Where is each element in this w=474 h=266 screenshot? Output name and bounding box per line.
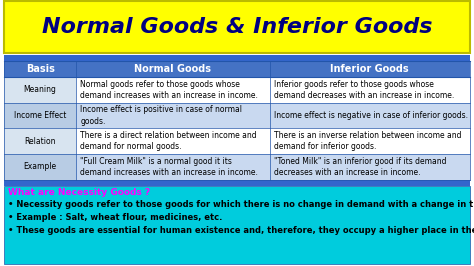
Text: Normal Goods: Normal Goods xyxy=(135,64,211,74)
FancyBboxPatch shape xyxy=(4,1,470,53)
Text: Meaning: Meaning xyxy=(24,85,56,94)
FancyBboxPatch shape xyxy=(4,154,76,180)
Text: Inferior Goods: Inferior Goods xyxy=(330,64,409,74)
FancyBboxPatch shape xyxy=(4,77,470,103)
FancyBboxPatch shape xyxy=(4,180,470,185)
Text: Basis: Basis xyxy=(26,64,55,74)
Text: What are Necessity Goods ?: What are Necessity Goods ? xyxy=(8,188,150,197)
Text: There is an inverse relation between income and
demand for inferior goods.: There is an inverse relation between inc… xyxy=(273,131,461,151)
Text: There is a direct relation between income and
demand for normal goods.: There is a direct relation between incom… xyxy=(80,131,257,151)
FancyBboxPatch shape xyxy=(4,128,76,154)
FancyBboxPatch shape xyxy=(4,103,76,128)
Text: Income effect is positive in case of normal
goods.: Income effect is positive in case of nor… xyxy=(80,105,242,126)
FancyBboxPatch shape xyxy=(4,128,470,154)
Text: "Full Cream Milk" is a normal good it its
demand increases with an increase in i: "Full Cream Milk" is a normal good it it… xyxy=(80,156,258,177)
FancyBboxPatch shape xyxy=(4,185,470,264)
Text: Relation: Relation xyxy=(24,137,56,146)
Text: • Necessity goods refer to those goods for which there is no change in demand wi: • Necessity goods refer to those goods f… xyxy=(8,200,474,209)
Text: • These goods are essential for human existence and, therefore, they occupy a hi: • These goods are essential for human ex… xyxy=(8,226,474,235)
FancyBboxPatch shape xyxy=(4,55,470,61)
Text: Normal goods refer to those goods whose
demand increases with an increase in inc: Normal goods refer to those goods whose … xyxy=(80,80,258,100)
FancyBboxPatch shape xyxy=(4,77,76,103)
FancyBboxPatch shape xyxy=(4,61,470,77)
Text: "Toned Milk" is an inferior good if its demand
decreases with an increase in inc: "Toned Milk" is an inferior good if its … xyxy=(273,156,446,177)
Text: Income Effect: Income Effect xyxy=(14,111,66,120)
Text: Income effect is negative in case of inferior goods.: Income effect is negative in case of inf… xyxy=(273,111,468,120)
FancyBboxPatch shape xyxy=(4,154,470,180)
Text: • Example : Salt, wheat flour, medicines, etc.: • Example : Salt, wheat flour, medicines… xyxy=(8,213,222,222)
Text: Normal Goods & Inferior Goods: Normal Goods & Inferior Goods xyxy=(42,17,432,37)
FancyBboxPatch shape xyxy=(4,103,470,128)
Text: Example: Example xyxy=(24,162,57,171)
Text: Inferior goods refer to those goods whose
demand decreases with an increase in i: Inferior goods refer to those goods whos… xyxy=(273,80,454,100)
